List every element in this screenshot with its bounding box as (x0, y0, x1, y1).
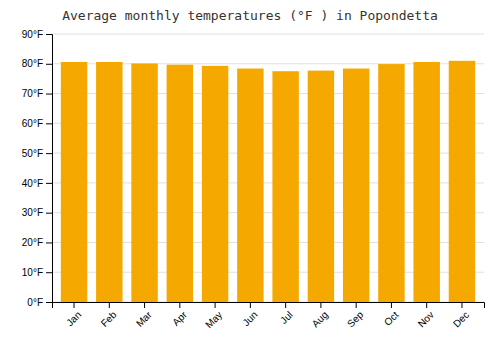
tick-mark (250, 302, 251, 308)
tick: 80°F (22, 58, 52, 69)
tick-label: Mar (134, 309, 154, 329)
tick-label: Jan (64, 309, 83, 328)
tick-label: 60°F (22, 118, 43, 129)
tick-label: 50°F (22, 148, 43, 159)
chart: 0°F 10°F 20°F 30°F 40°F 50°F 60°F 70°F 80°F 90°F J… (0, 0, 500, 350)
tick-mark (46, 213, 52, 214)
tick-label: Dec (451, 309, 471, 329)
bar (378, 64, 404, 302)
tick-label: Jun (240, 309, 259, 328)
tick-mark (46, 302, 52, 303)
tick-label: 70°F (22, 88, 43, 99)
tick: 60°F (22, 118, 52, 129)
tick: 70°F (22, 88, 52, 99)
bar (343, 69, 369, 302)
axis-line (46, 35, 53, 303)
tick-mark (74, 302, 75, 308)
tick-label: Jul (278, 309, 295, 326)
tick-label: 80°F (22, 58, 43, 69)
tick: 20°F (22, 237, 52, 248)
tick: Oct (382, 302, 401, 328)
tick-mark (356, 302, 357, 308)
tick: 30°F (22, 207, 52, 218)
bar (96, 62, 122, 302)
tick-mark (320, 302, 321, 308)
tick-mark (179, 302, 180, 308)
tick-label: 10°F (22, 267, 43, 278)
tick-label: 90°F (22, 29, 43, 40)
tick-label: Apr (170, 309, 189, 328)
bar (272, 71, 298, 302)
tick-mark (46, 153, 52, 154)
tick-label: 0°F (27, 297, 43, 308)
title: Average monthly temperatures (°F ) in Po… (62, 8, 438, 23)
tick: Mar (134, 302, 154, 329)
tick-mark (109, 302, 110, 308)
tick-mark (391, 302, 392, 308)
plot: 0°F 10°F 20°F 30°F 40°F 50°F 60°F 70°F 80°F 90°F J… (22, 29, 485, 331)
tick-mark (285, 302, 286, 308)
bar (61, 62, 87, 302)
tick: Apr (170, 302, 189, 328)
bar (131, 63, 157, 302)
grid-line (52, 34, 484, 35)
tick-label: Sep (345, 309, 366, 330)
bar (237, 69, 263, 302)
tick: Jun (240, 302, 259, 328)
tick-label: 30°F (22, 207, 43, 218)
tick-mark (46, 94, 52, 95)
tick-mark (426, 302, 427, 308)
tick: Nov (416, 302, 436, 329)
bar (167, 65, 193, 302)
tick: Feb (99, 302, 119, 329)
tick-label: Feb (99, 309, 119, 329)
tick-label: Oct (382, 309, 401, 328)
tick-mark (46, 123, 52, 124)
tick-mark (46, 34, 52, 35)
tick-label: Aug (310, 309, 330, 329)
bar (202, 66, 228, 302)
tick: 40°F (22, 178, 52, 189)
tick: 90°F (22, 29, 52, 40)
tick-mark (46, 183, 52, 184)
tick: Jul (278, 302, 295, 326)
x-axis: Jan Feb Mar Apr May Jun Jul Aug Sep Oct Nov Dec (53, 302, 485, 330)
tick: 10°F (22, 267, 52, 278)
tick: 0°F (27, 297, 52, 308)
tick-label: 20°F (22, 237, 43, 248)
bar (449, 61, 475, 302)
tick-mark (46, 64, 52, 65)
tick: Aug (310, 302, 330, 329)
tick: 50°F (22, 148, 52, 159)
bar (413, 62, 439, 302)
tick-label: May (203, 309, 224, 330)
grid (52, 34, 484, 302)
tick-mark (215, 302, 216, 308)
axis-line (53, 303, 485, 309)
tick-mark (46, 272, 52, 273)
tick: Jan (64, 302, 83, 328)
tick-label: 40°F (22, 178, 43, 189)
tick: Sep (345, 302, 366, 329)
tick-mark (46, 242, 52, 243)
tick: Dec (451, 302, 471, 329)
tick-mark (144, 302, 145, 308)
tick-mark (461, 302, 462, 308)
tick-label: Nov (416, 309, 436, 329)
tick: May (203, 302, 224, 330)
bars (61, 61, 475, 302)
bar (308, 71, 334, 302)
y-axis: 0°F 10°F 20°F 30°F 40°F 50°F 60°F 70°F 80°F 90°F (22, 29, 53, 308)
